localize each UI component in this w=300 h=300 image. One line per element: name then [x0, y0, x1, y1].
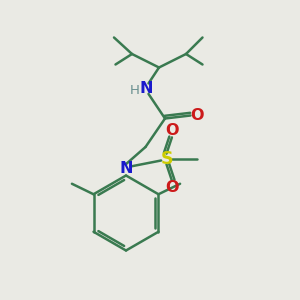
Text: N: N: [140, 81, 153, 96]
Text: N: N: [119, 161, 133, 176]
Text: S: S: [160, 150, 173, 168]
Text: O: O: [190, 108, 204, 123]
Text: O: O: [165, 123, 179, 138]
Text: H: H: [130, 84, 140, 98]
Text: O: O: [165, 180, 179, 195]
